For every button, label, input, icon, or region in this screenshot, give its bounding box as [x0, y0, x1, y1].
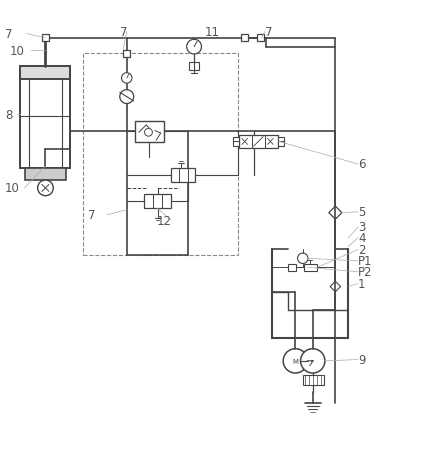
- Text: M: M: [293, 358, 298, 364]
- Text: 2: 2: [358, 243, 365, 257]
- Circle shape: [37, 181, 53, 196]
- Bar: [233, 138, 239, 147]
- Text: 12: 12: [156, 214, 171, 227]
- Text: 9: 9: [358, 353, 365, 366]
- Bar: [20, 71, 70, 169]
- Text: 7: 7: [5, 28, 13, 41]
- Text: 7: 7: [120, 26, 128, 39]
- Text: P1: P1: [358, 255, 372, 268]
- Text: 10: 10: [5, 182, 20, 195]
- Bar: [257, 35, 264, 42]
- Text: 10: 10: [10, 45, 24, 57]
- Text: P2: P2: [358, 266, 372, 278]
- Text: 7: 7: [265, 26, 272, 39]
- Circle shape: [187, 40, 201, 55]
- Bar: [144, 195, 171, 209]
- Text: 8: 8: [5, 108, 12, 121]
- Bar: [278, 138, 284, 147]
- Text: 4: 4: [358, 232, 365, 245]
- Circle shape: [297, 253, 308, 264]
- Bar: [20, 67, 70, 80]
- Circle shape: [145, 129, 152, 137]
- Bar: [303, 375, 324, 385]
- Text: 5: 5: [358, 206, 365, 219]
- Text: 7: 7: [88, 209, 95, 222]
- Circle shape: [283, 349, 307, 373]
- Bar: [24, 169, 66, 181]
- Text: 11: 11: [205, 26, 220, 39]
- Circle shape: [122, 74, 132, 84]
- Circle shape: [300, 349, 325, 373]
- Bar: [135, 121, 164, 143]
- Bar: [42, 35, 49, 42]
- Text: 6: 6: [358, 158, 365, 171]
- Bar: [287, 264, 296, 272]
- Bar: [123, 51, 130, 57]
- Bar: [83, 54, 238, 256]
- Text: 1: 1: [358, 278, 365, 290]
- Bar: [239, 136, 278, 149]
- Text: 3: 3: [358, 221, 365, 234]
- Bar: [241, 35, 248, 42]
- Circle shape: [120, 91, 134, 104]
- Bar: [171, 169, 195, 183]
- Bar: [189, 63, 199, 71]
- Bar: [303, 264, 317, 272]
